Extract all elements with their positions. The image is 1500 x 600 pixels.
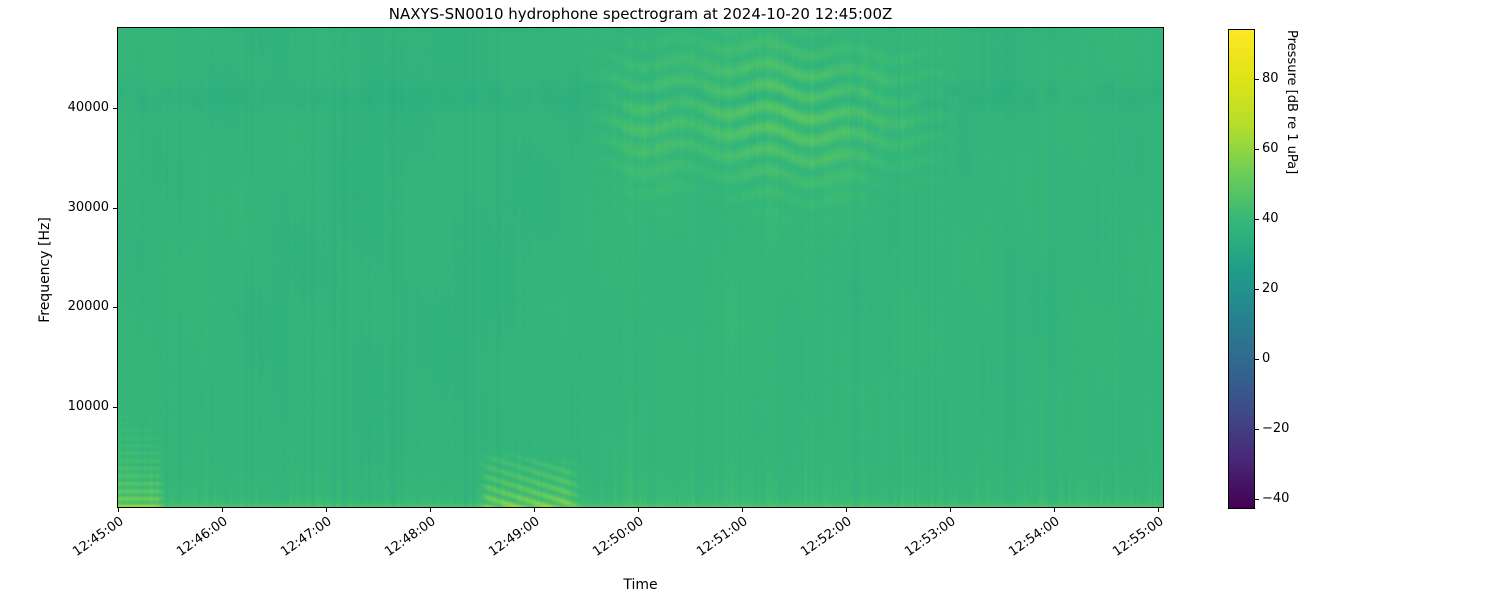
tick-mark [1255,219,1259,220]
colorbar-tick-label: 0 [1262,351,1271,367]
y-tick-label: 20000 [67,299,109,315]
colorbar-tick-label: 80 [1262,71,1279,87]
tick-mark [222,508,223,512]
tick-mark [113,108,117,109]
y-tick-label: 40000 [67,99,109,115]
tick-mark [1255,289,1259,290]
tick-mark [1255,149,1259,150]
tick-mark [534,508,535,512]
colorbar-gradient [1229,30,1254,508]
tick-mark [113,208,117,209]
tick-mark [1255,499,1259,500]
tick-mark [1054,508,1055,512]
chart-title: NAXYS-SN0010 hydrophone spectrogram at 2… [388,5,893,23]
plot-area [117,27,1164,508]
colorbar-tick-label: 20 [1262,281,1279,297]
colorbar-label: Pressure [dB re 1 uPa] [1284,30,1299,175]
y-tick-label: 30000 [67,199,109,215]
spectrogram-heatmap [118,28,1163,507]
tick-mark [1255,359,1259,360]
colorbar-tick-label: −40 [1262,491,1290,507]
y-tick-label: 10000 [67,399,109,415]
tick-mark [846,508,847,512]
y-axis-label: Frequency [Hz] [37,217,53,323]
tick-mark [950,508,951,512]
tick-mark [118,508,119,512]
tick-mark [430,508,431,512]
tick-mark [1255,79,1259,80]
tick-mark [113,407,117,408]
tick-mark [326,508,327,512]
tick-mark [638,508,639,512]
colorbar-tick-label: −20 [1262,421,1290,437]
tick-mark [742,508,743,512]
tick-mark [1255,429,1259,430]
colorbar-tick-label: 60 [1262,141,1279,157]
x-axis-label: Time [623,577,658,593]
x-tick-label: 12:45:00 [70,514,127,560]
colorbar-tick-label: 40 [1262,211,1279,227]
colorbar [1228,29,1255,509]
tick-mark [113,307,117,308]
tick-mark [1158,508,1159,512]
